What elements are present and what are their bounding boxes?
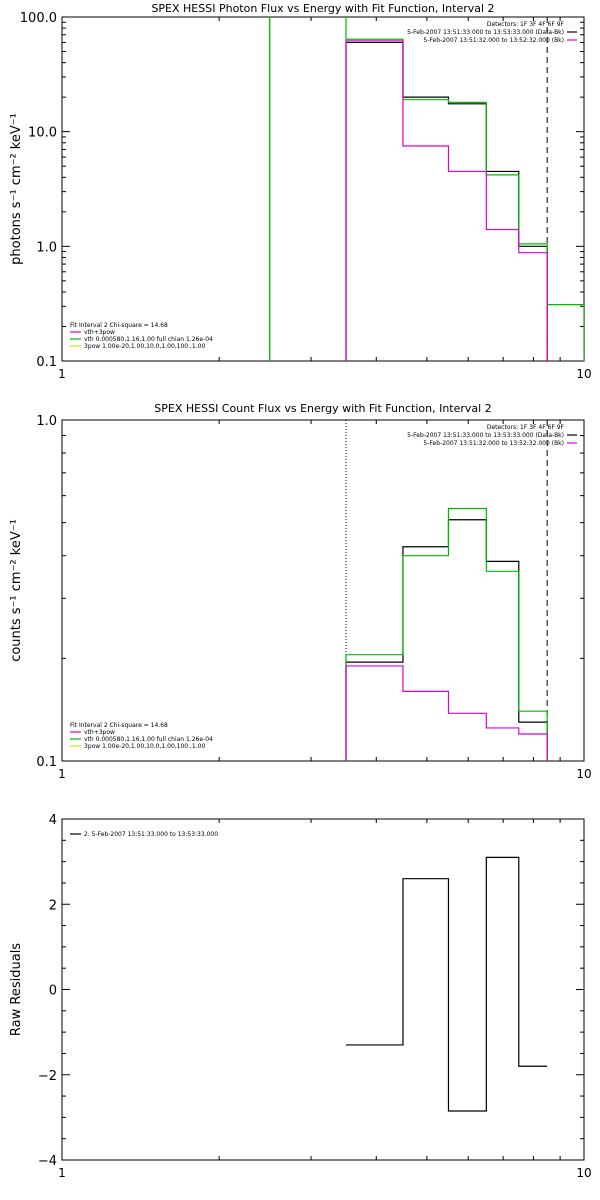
y-tick-label: 0.1 [36, 755, 57, 770]
legend-label: vth+3pow [84, 729, 115, 736]
plot-frame [61, 818, 585, 1161]
legend-label: Fit Interval 2 Chi-square = 14.68 [70, 322, 168, 329]
series-3 [345, 40, 548, 361]
series-line [345, 665, 548, 761]
y-axis: −4 −2 0 2 4 [38, 813, 584, 1169]
y-axis-label: Raw Residuals [9, 943, 24, 1036]
series-line [269, 17, 584, 361]
y-axis: 0.1 1.0 10.0 100.0 [20, 11, 584, 370]
y-tick-label: 2 [49, 898, 57, 913]
legend-label: Detectors: 1F 3F 4F 6F 9F [487, 424, 565, 431]
y-tick-label: 4 [49, 813, 57, 828]
chart-title: SPEX HESSI Count Flux vs Energy with Fit… [154, 402, 491, 415]
y-tick-label: 1.0 [36, 240, 57, 255]
x-axis: 1 10 [58, 420, 592, 781]
legend-label: 5-Feb-2007 13:51:32.000 to 13:52:32.000 … [423, 37, 564, 44]
x-axis: 1 10 [58, 819, 592, 1180]
series-line [345, 507, 548, 761]
legend-label: 5-Feb-2007 13:51:32.000 to 13:52:32.000 … [423, 440, 564, 447]
legend-left: Fit Interval 2 Chi-square = 14.68vth+3po… [70, 722, 213, 750]
legend-label: vth 0.000580,1.16,1.00 full chian 1.26e-… [84, 736, 213, 743]
y-axis-label: counts s⁻¹ cm⁻² keV⁻¹ [9, 519, 24, 662]
plot-frame [61, 419, 585, 762]
series-2 [345, 507, 548, 761]
chart-3: 1 10 −4 −2 0 2 4 Raw Residuals 2. 5-Feb-2007 13:… [9, 813, 592, 1180]
y-tick-label: 0.1 [36, 355, 57, 370]
y-tick-label: 1.0 [36, 414, 57, 429]
legend-label: 5-Feb-2007 13:51:33.000 to 13:53:33.000 … [407, 432, 564, 439]
chart-1: SPEX HESSI Photon Flux vs Energy with Fi… [9, 2, 592, 381]
chart-title: SPEX HESSI Photon Flux vs Energy with Fi… [151, 2, 494, 15]
legend-label: Fit Interval 2 Chi-square = 14.68 [70, 722, 168, 729]
legend-label: vth+3pow [84, 329, 115, 336]
plot-area [269, 17, 584, 361]
series-2 [269, 17, 584, 361]
y-tick-label: 100.0 [20, 11, 57, 26]
chart-2: SPEX HESSI Count Flux vs Energy with Fit… [9, 402, 592, 781]
series-line [346, 856, 548, 1112]
x-tick-label: 1 [58, 367, 66, 381]
legend-label: 5-Feb-2007 13:51:33.000 to 13:53:33.000 … [407, 29, 564, 36]
y-axis: 0.1 1.0 [36, 414, 584, 770]
legend-left: 2. 5-Feb-2007 13:51:33.000 to 13:53:33.0… [70, 831, 218, 838]
series-line [345, 519, 548, 761]
legend-right: Detectors: 1F 3F 4F 6F 9F5-Feb-2007 13:5… [407, 21, 577, 44]
x-tick-label: 10 [576, 767, 591, 781]
series-3 [345, 665, 548, 761]
x-tick-label: 10 [576, 367, 591, 381]
series-1 [346, 856, 548, 1112]
legend-label: Detectors: 1F 3F 4F 6F 9F [487, 21, 565, 28]
y-tick-label: −2 [38, 1069, 57, 1084]
y-tick-label: −4 [38, 1154, 57, 1169]
y-tick-label: 10.0 [28, 126, 57, 141]
legend-right: Detectors: 1F 3F 4F 6F 9F5-Feb-2007 13:5… [407, 424, 577, 447]
legend-label: 3pow 1.00e-20,1.00,10.0,1.00,100.,1.00 [84, 743, 205, 750]
x-tick-label: 1 [58, 1166, 66, 1180]
series-1 [345, 41, 548, 361]
series-1 [345, 519, 548, 761]
y-axis-label: photons s⁻¹ cm⁻² keV⁻¹ [9, 113, 24, 265]
series-line [345, 41, 548, 361]
x-tick-label: 1 [58, 767, 66, 781]
series-line [345, 40, 548, 361]
legend-label: 3pow 1.00e-20,1.00,10.0,1.00,100.,1.00 [84, 343, 205, 350]
plot-area [346, 856, 548, 1112]
legend-left: Fit Interval 2 Chi-square = 14.68vth+3po… [70, 322, 213, 350]
legend-label: vth 0.000580,1.16,1.00 full chian 1.26e-… [84, 336, 213, 343]
x-tick-label: 10 [576, 1166, 591, 1180]
plot-area [345, 420, 548, 761]
plot-frame [61, 16, 585, 362]
y-tick-label: 0 [49, 984, 57, 999]
legend-label: 2. 5-Feb-2007 13:51:33.000 to 13:53:33.0… [84, 831, 218, 838]
x-axis: 1 10 [58, 17, 592, 381]
